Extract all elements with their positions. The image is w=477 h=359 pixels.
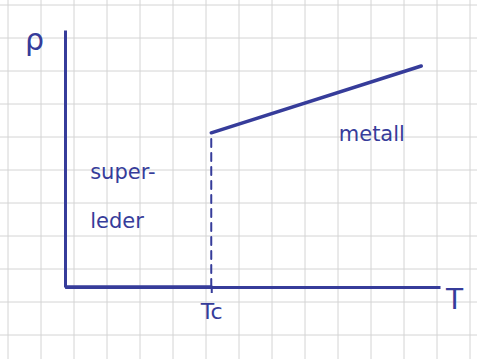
- paper-line: [0, 137, 477, 138]
- dashed-line: [210, 133, 212, 287]
- paper-line: [0, 335, 477, 336]
- annotation: super-: [90, 160, 155, 184]
- y-axis-line: [64, 31, 67, 288]
- x-axis: Tc: [66, 287, 441, 324]
- paper-line: [8, 0, 9, 359]
- paper-line: [0, 104, 477, 105]
- paper-line: [173, 0, 174, 359]
- paper-line: [338, 0, 339, 359]
- paper-line: [0, 5, 477, 6]
- paper-line: [0, 236, 477, 237]
- x-tick: Tc: [200, 287, 223, 324]
- paper-line: [74, 0, 75, 359]
- paper-line: [437, 0, 438, 359]
- paper-line: [0, 38, 477, 39]
- annotation: metall: [339, 122, 405, 146]
- paper-line: [0, 269, 477, 270]
- x-axis-line: [66, 286, 441, 289]
- paper-line: [0, 203, 477, 204]
- plot-area: [65, 66, 421, 287]
- line: [65, 285, 211, 289]
- paper-line: [470, 0, 471, 359]
- paper-line: [0, 170, 477, 171]
- paper-line: [239, 0, 240, 359]
- y-axis: [65, 31, 66, 288]
- chart: Tc Tρ super-leder metall: [0, 0, 477, 359]
- y-axis-title: ρ: [25, 22, 44, 57]
- annotation: leder: [90, 209, 144, 233]
- paper-line: [404, 0, 405, 359]
- paper-line: [305, 0, 306, 359]
- paper-line: [0, 302, 477, 303]
- paper-line: [272, 0, 273, 359]
- graph-paper: [0, 0, 477, 359]
- paper-line: [371, 0, 372, 359]
- x-tick-label: Tc: [200, 299, 223, 324]
- x-axis-title: T: [445, 283, 464, 316]
